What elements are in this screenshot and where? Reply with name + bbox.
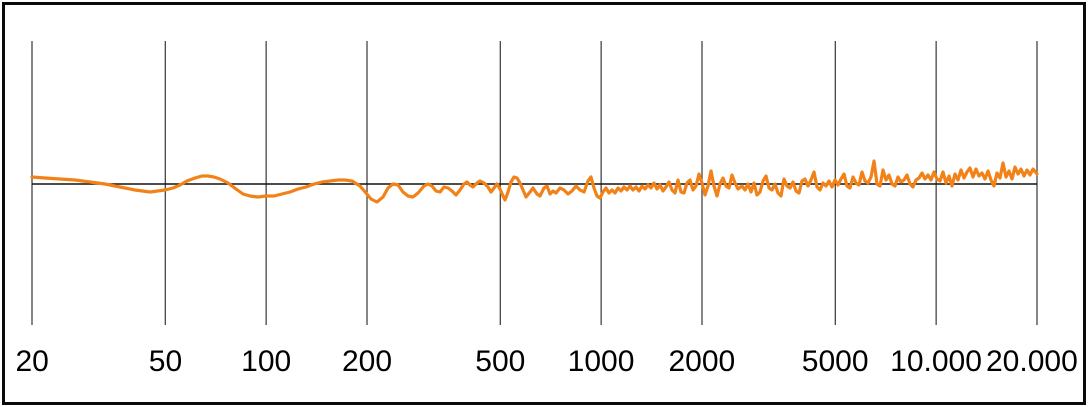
gridlines [31,41,1038,325]
x-tick-label-10.000: 10.000 [890,345,982,378]
x-tick-label-20.000: 20.000 [986,345,1078,378]
frequency-response-curve [30,159,1039,204]
x-tick-label-1000: 1000 [567,345,635,378]
x-tick-label-20: 20 [15,345,49,378]
x-tick-label-200: 200 [342,345,393,378]
x-tick-label-500: 500 [475,345,526,378]
x-tick-label-50: 50 [148,345,183,378]
x-tick-label-2000: 2000 [668,345,736,378]
x-tick-label-5000: 5000 [801,345,869,378]
x-tick-label-100: 100 [241,345,292,378]
